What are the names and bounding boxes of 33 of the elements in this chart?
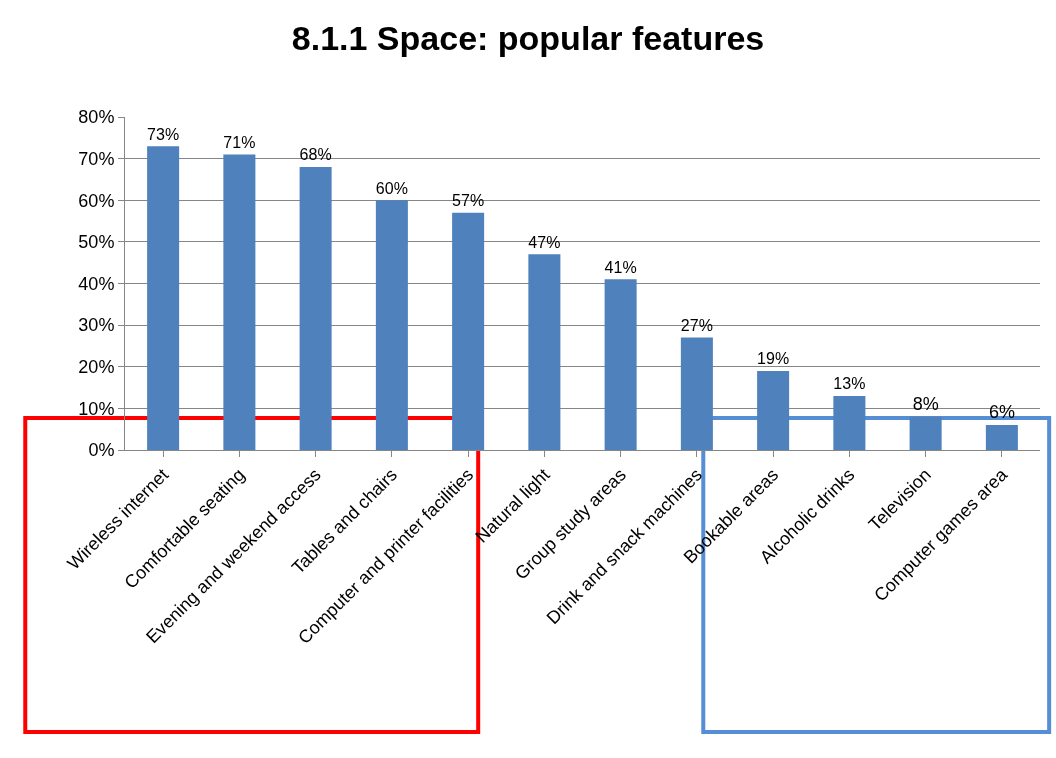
data-label: 60% (375, 179, 408, 197)
y-tick-label: 20% (78, 357, 115, 378)
y-tick-label: 10% (78, 398, 115, 419)
bar (757, 370, 790, 450)
bar (375, 200, 408, 450)
data-label: 13% (833, 375, 866, 393)
y-tick-label: 60% (78, 190, 115, 211)
data-label: 27% (680, 317, 713, 335)
bar (147, 146, 180, 450)
bar (680, 337, 713, 450)
data-label: 41% (604, 258, 637, 276)
bar (833, 395, 866, 450)
bar (985, 425, 1018, 450)
data-label: 71% (223, 133, 256, 151)
data-label: 57% (452, 192, 485, 210)
y-tick-label: 50% (78, 232, 115, 253)
bar (299, 166, 332, 450)
data-label: 19% (757, 350, 790, 368)
y-tick-label: 80% (78, 107, 115, 128)
data-label: 73% (147, 125, 180, 143)
y-tick-label: 40% (78, 273, 115, 294)
y-tick-label: 30% (78, 315, 115, 336)
bar (452, 212, 485, 450)
data-label: 8% (912, 393, 939, 414)
y-tick-label: 0% (88, 440, 115, 461)
chart-title: 8.1.1 Space: popular features (291, 19, 765, 58)
bar (604, 279, 637, 450)
y-tick-label: 70% (78, 148, 115, 169)
data-label: 47% (528, 233, 561, 251)
data-label: 68% (299, 146, 332, 164)
bar (909, 416, 942, 450)
bar (528, 254, 561, 450)
bar (223, 154, 256, 450)
